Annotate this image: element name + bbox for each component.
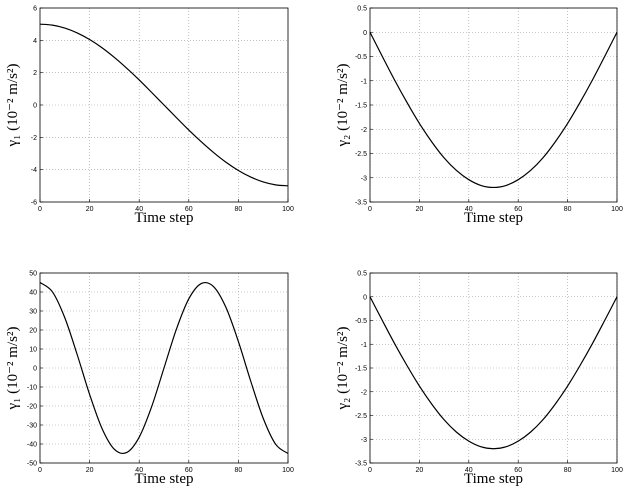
y-tick-label: -1 (361, 78, 367, 85)
y-tick-label: -1.5 (355, 366, 367, 373)
y-tick-label: -50 (27, 461, 37, 468)
y-tick-label: 2 (33, 70, 37, 77)
y-tick-label: 30 (29, 309, 37, 316)
y-tick-label: -2 (361, 389, 367, 396)
x-tick-label: 20 (416, 467, 424, 474)
data-line (369, 31, 618, 189)
y-tick-label: 0.5 (357, 6, 367, 13)
axes-box (39, 7, 289, 203)
x-axis-label: Time step (134, 210, 193, 226)
y-tick-label: -0.5 (355, 54, 367, 61)
y-tick-label: 0 (363, 294, 367, 301)
axes-box (369, 272, 618, 464)
data-line (369, 296, 618, 450)
x-tick-label: 0 (38, 206, 42, 213)
y-tick-label: -4 (31, 167, 37, 174)
x-tick-label: 40 (135, 467, 143, 474)
y-tick-label: -1.5 (355, 103, 367, 110)
x-tick-label: 0 (368, 206, 372, 213)
y-tick-label: -30 (27, 423, 37, 430)
y-axis-label: γ₂ (10⁻² m/s²) (335, 327, 351, 411)
y-tick-label: 10 (29, 347, 37, 354)
x-tick-label: 40 (465, 467, 473, 474)
x-tick-label: 40 (135, 206, 143, 213)
x-tick-label: 100 (282, 206, 294, 213)
y-tick-label: -2 (361, 127, 367, 134)
y-tick-label: 4 (33, 38, 37, 45)
x-tick-label: 80 (235, 467, 243, 474)
y-tick-label: -3 (361, 175, 367, 182)
x-axis-label: Time step (464, 210, 523, 226)
y-tick-label: -2.5 (355, 413, 367, 420)
y-tick-label: -2.5 (355, 151, 367, 158)
y-tick-label: -2 (31, 135, 37, 142)
x-axis-label: Time step (464, 471, 523, 487)
y-tick-label: 0 (363, 30, 367, 37)
x-axis-label: Time step (134, 471, 193, 487)
x-tick-label: 80 (235, 206, 243, 213)
axes-box (369, 7, 618, 203)
y-tick-label: -3 (361, 437, 367, 444)
axes-box (39, 272, 289, 464)
y-tick-label: -40 (27, 442, 37, 449)
x-tick-label: 60 (185, 467, 193, 474)
x-tick-label: 80 (564, 206, 572, 213)
y-axis-label: γ₁ (10⁻² m/s²) (5, 64, 21, 148)
y-axis-label: γ₁ (10⁻² m/s²) (5, 327, 21, 411)
y-tick-label: -3.5 (355, 461, 367, 468)
x-tick-label: 100 (282, 467, 294, 474)
y-axis-label: γ₂ (10⁻² m/s²) (335, 64, 351, 148)
x-tick-label: 60 (514, 206, 522, 213)
x-tick-label: 40 (465, 206, 473, 213)
y-tick-label: -10 (27, 385, 37, 392)
y-tick-label: -6 (31, 200, 37, 207)
y-tick-label: 0 (33, 103, 37, 110)
x-tick-label: 80 (564, 467, 572, 474)
x-tick-label: 100 (611, 206, 623, 213)
x-tick-label: 20 (86, 206, 94, 213)
y-tick-label: 6 (33, 6, 37, 13)
x-tick-label: 20 (86, 467, 94, 474)
y-tick-label: 50 (29, 271, 37, 278)
y-tick-label: 20 (29, 328, 37, 335)
x-tick-label: 0 (368, 467, 372, 474)
x-tick-label: 100 (611, 467, 623, 474)
x-tick-label: 60 (514, 467, 522, 474)
y-tick-label: -3.5 (355, 200, 367, 207)
x-tick-label: 20 (416, 206, 424, 213)
x-tick-label: 0 (38, 467, 42, 474)
y-tick-label: -20 (27, 404, 37, 411)
data-line (39, 281, 289, 455)
y-tick-label: -0.5 (355, 318, 367, 325)
y-tick-label: 0 (33, 366, 37, 373)
x-tick-label: 60 (185, 206, 193, 213)
y-tick-label: 0.5 (357, 271, 367, 278)
data-line (39, 23, 289, 187)
y-tick-label: 40 (29, 290, 37, 297)
y-tick-label: -1 (361, 342, 367, 349)
